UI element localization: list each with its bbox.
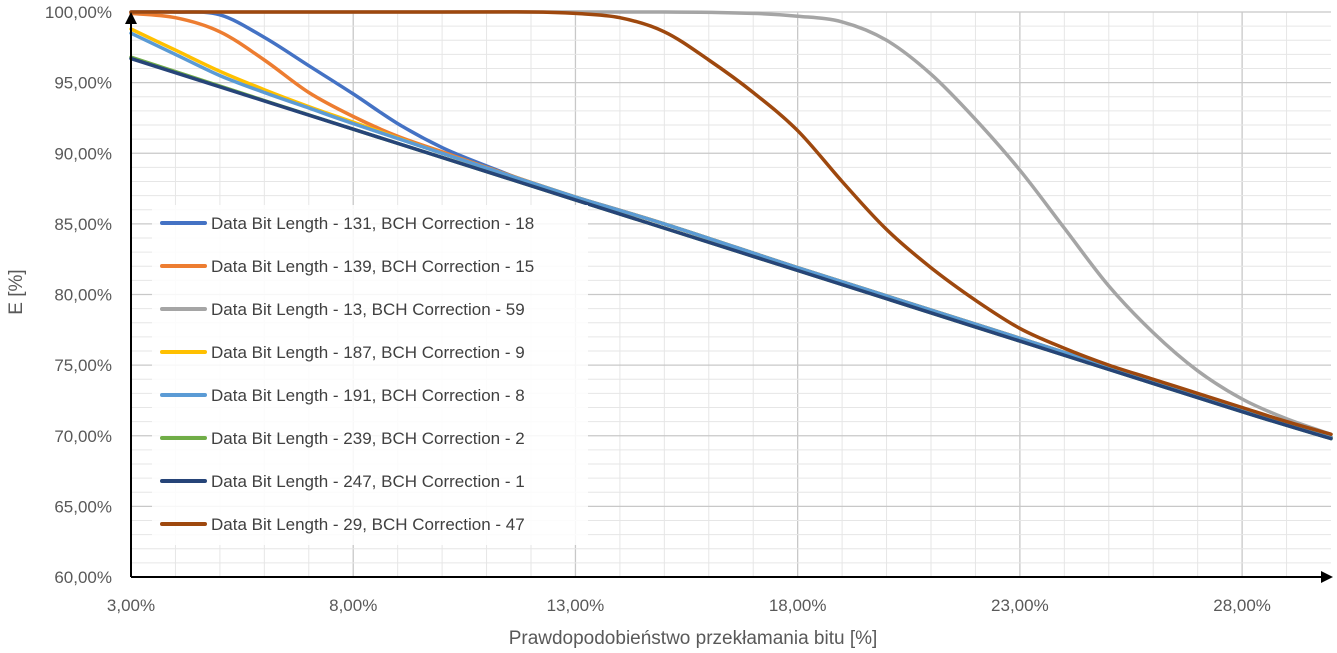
legend-item-label: Data Bit Length - 29, BCH Correction - 4… xyxy=(211,515,525,534)
y-axis-arrow-icon xyxy=(125,12,137,24)
legend-item-label: Data Bit Length - 13, BCH Correction - 5… xyxy=(211,300,525,319)
series-line-8 xyxy=(129,10,1333,437)
series-line-7 xyxy=(129,56,1333,441)
legend-item-label: Data Bit Length - 131, BCH Correction - … xyxy=(211,214,534,233)
series-line-3 xyxy=(129,10,1333,437)
y-tick-label: 80,00% xyxy=(54,286,112,305)
x-tick-label: 23,00% xyxy=(991,596,1049,615)
legend: Data Bit Length - 131, BCH Correction - … xyxy=(152,205,588,545)
y-tick-label: 65,00% xyxy=(54,497,112,516)
y-tick-label: 90,00% xyxy=(54,144,112,163)
x-tick-label: 18,00% xyxy=(769,596,827,615)
y-tick-label: 100,00% xyxy=(45,3,112,22)
y-tick-label: 70,00% xyxy=(54,427,112,446)
series-line-5 xyxy=(129,31,1333,439)
y-tick-label: 85,00% xyxy=(54,215,112,234)
grid xyxy=(131,11,1331,577)
legend-item-label: Data Bit Length - 191, BCH Correction - … xyxy=(211,386,525,405)
x-tick-label: 3,00% xyxy=(107,596,155,615)
y-tick-label: 60,00% xyxy=(54,568,112,587)
x-axis-ticks: 3,00% 8,00% 13,00% 18,00% 23,00% 28,00% xyxy=(107,596,1271,615)
x-tick-label: 28,00% xyxy=(1213,596,1271,615)
legend-item-label: Data Bit Length - 239, BCH Correction - … xyxy=(211,429,525,448)
y-axis-title: E [%] xyxy=(6,269,27,314)
y-tick-label: 75,00% xyxy=(54,356,112,375)
x-tick-label: 8,00% xyxy=(329,596,377,615)
y-axis-ticks: 60,00% 65,00% 70,00% 75,00% 80,00% 85,00% 90,0… xyxy=(45,3,112,587)
x-axis-arrow-icon xyxy=(1321,571,1333,583)
series-lines xyxy=(129,10,1333,441)
x-axis-title: Prawdopodobieństwo przekłamania bitu [%] xyxy=(509,628,878,649)
legend-item-label: Data Bit Length - 139, BCH Correction - … xyxy=(211,257,534,276)
x-tick-label: 13,00% xyxy=(547,596,605,615)
legend-item-label: Data Bit Length - 187, BCH Correction - … xyxy=(211,343,525,362)
axes xyxy=(125,12,1333,583)
legend-item-label: Data Bit Length - 247, BCH Correction - … xyxy=(211,472,525,491)
y-tick-label: 95,00% xyxy=(54,74,112,93)
legend-background xyxy=(152,205,588,545)
